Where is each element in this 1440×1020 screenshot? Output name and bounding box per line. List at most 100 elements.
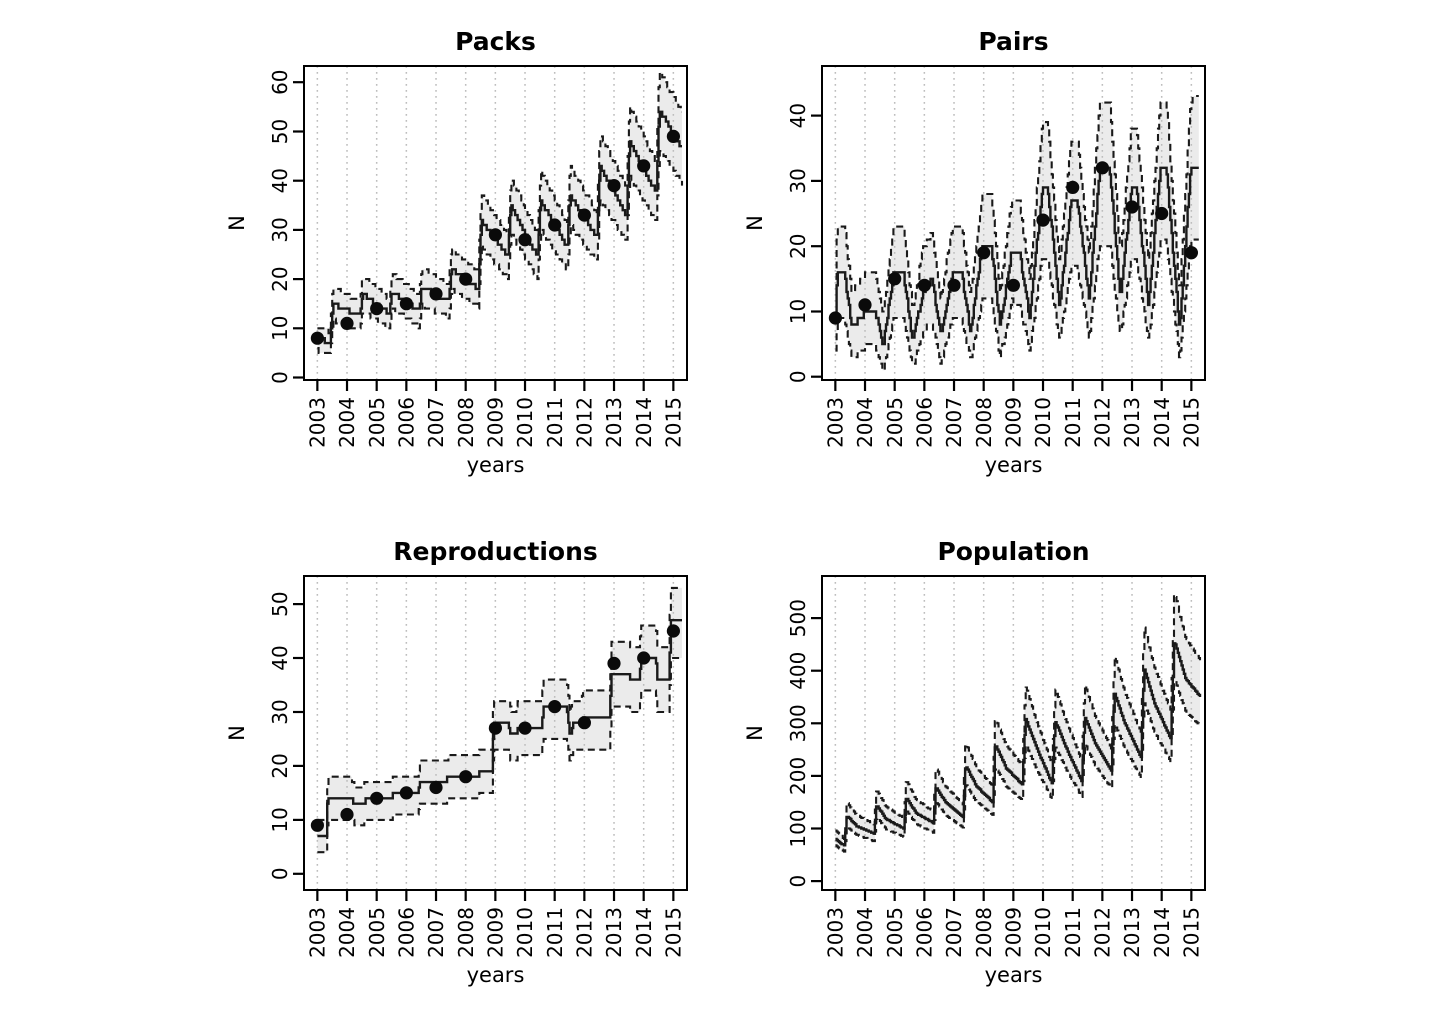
y-tick-label: 0 — [786, 370, 810, 383]
x-tick-label: 2013 — [1120, 397, 1144, 448]
y-tick-label: 20 — [786, 233, 810, 258]
interval-border-lines — [835, 593, 1202, 853]
median-line — [835, 166, 1199, 346]
y-tick-label: 200 — [786, 757, 810, 795]
observed-point — [399, 297, 413, 311]
x-tick-label: 2003 — [824, 397, 848, 448]
observed-point — [1125, 200, 1139, 214]
x-axis: 2003 2004 2005 2006 2007 2008 2009 2010 2011 2012… — [824, 380, 1204, 448]
y-tick-label: 20 — [268, 753, 292, 778]
y-tick-label: 300 — [786, 704, 810, 742]
panel-reproductions: 2003 2004 2005 2006 2007 2008 2009 2010 2011 2012… — [0, 510, 720, 1020]
y-tick-label: 60 — [268, 69, 292, 94]
observed-point — [1006, 278, 1020, 292]
panel-packs: 2003 2004 2005 2006 2007 2008 2009 2010 2011 2012… — [0, 0, 720, 510]
x-tick-label: 2004 — [853, 907, 877, 958]
x-tick-label: 2015 — [1180, 907, 1204, 958]
observed-point — [947, 278, 961, 292]
x-tick-label: 2005 — [365, 907, 389, 958]
x-tick-label: 2005 — [365, 397, 389, 448]
band-lower-line — [835, 238, 1199, 372]
year-gridlines — [834, 576, 1193, 890]
x-tick-label: 2006 — [913, 907, 937, 958]
panel-population: 2003 2004 2005 2006 2007 2008 2009 2010 2011 2012… — [720, 510, 1440, 1020]
x-tick-label: 2014 — [632, 907, 656, 958]
observed-point — [459, 272, 473, 286]
x-axis: 2003 2004 2005 2006 2007 2008 2009 2010 2011 2012… — [306, 890, 686, 958]
x-tick-label: 2009 — [484, 397, 508, 448]
y-tick-label: 10 — [268, 316, 292, 341]
y-tick-label: 40 — [786, 103, 810, 128]
x-tick-label: 2010 — [1031, 397, 1055, 448]
panel-title: Reproductions — [393, 537, 598, 566]
observed-point — [1184, 246, 1198, 260]
band-lower-line — [317, 656, 682, 854]
x-axis-label: years — [985, 453, 1043, 477]
y-axis: 0 10 20 30 40 50 — [268, 591, 304, 880]
y-tick-label: 100 — [786, 809, 810, 847]
observed-point — [518, 233, 532, 247]
observed-point — [548, 700, 562, 714]
observed-point — [310, 331, 324, 345]
x-tick-label: 2015 — [1180, 397, 1204, 448]
panel-title: Population — [937, 537, 1089, 566]
y-tick-label: 0 — [268, 371, 292, 384]
x-tick-label: 2011 — [1061, 397, 1085, 448]
observed-point — [577, 208, 592, 222]
observed-point — [340, 316, 354, 330]
x-tick-label: 2003 — [306, 397, 330, 448]
x-tick-label: 2006 — [395, 907, 419, 958]
y-tick-label: 50 — [268, 119, 292, 144]
x-tick-label: 2004 — [335, 397, 359, 448]
confidence-band — [835, 594, 1200, 852]
x-axis: 2003 2004 2005 2006 2007 2008 2009 2010 2011 2012… — [824, 890, 1204, 958]
y-tick-label: 10 — [786, 299, 810, 324]
x-tick-label: 2011 — [1061, 907, 1085, 958]
x-tick-label: 2007 — [424, 907, 448, 958]
observed-point — [637, 159, 651, 173]
observed-point — [1155, 206, 1169, 221]
observed-point — [340, 807, 354, 822]
x-tick-label: 2006 — [913, 397, 937, 448]
observed-point — [607, 179, 621, 193]
x-tick-label: 2007 — [942, 907, 966, 958]
y-tick-label: 40 — [268, 168, 292, 193]
chart-svg-packs: 2003 2004 2005 2006 2007 2008 2009 2010 2011 2012… — [225, 27, 688, 477]
x-tick-label: 2012 — [1091, 907, 1115, 958]
observed-point — [548, 218, 562, 232]
y-axis: 0 10 20 30 40 50 60 — [268, 69, 304, 384]
x-tick-label: 2012 — [1091, 397, 1115, 448]
x-tick-label: 2012 — [573, 397, 597, 448]
observed-point — [399, 786, 413, 800]
x-axis-label: years — [985, 963, 1043, 987]
x-axis-label: years — [467, 453, 525, 477]
x-tick-label: 2006 — [395, 397, 419, 448]
chart-svg-pairs: 2003 2004 2005 2006 2007 2008 2009 2010 2011 2012… — [743, 27, 1206, 477]
panel-pairs: 2003 2004 2005 2006 2007 2008 2009 2010 2011 2012… — [720, 0, 1440, 510]
interval-border-lines — [317, 586, 682, 854]
observed-point — [370, 302, 384, 316]
y-tick-label: 30 — [786, 168, 810, 193]
observed-point — [637, 651, 651, 665]
x-tick-label: 2003 — [306, 907, 330, 958]
y-axis-label: N — [743, 725, 767, 741]
x-tick-label: 2009 — [1002, 397, 1026, 448]
x-axis-label: years — [467, 963, 525, 987]
y-axis: 0 100 200 300 400 500 — [786, 599, 822, 887]
band-upper-line — [835, 94, 1199, 313]
x-tick-label: 2005 — [883, 907, 907, 958]
observed-point — [1066, 180, 1080, 194]
chart-svg-reproductions: 2003 2004 2005 2006 2007 2008 2009 2010 2011 2012… — [225, 537, 688, 987]
x-tick-label: 2008 — [454, 907, 478, 958]
x-tick-label: 2005 — [883, 397, 907, 448]
y-tick-label: 20 — [268, 266, 292, 291]
y-tick-label: 500 — [786, 599, 810, 637]
x-tick-label: 2012 — [573, 907, 597, 958]
observed-point — [488, 228, 502, 242]
observed-points — [310, 624, 681, 832]
x-tick-label: 2010 — [1031, 907, 1055, 958]
y-axis-label: N — [743, 215, 767, 231]
x-tick-label: 2004 — [853, 397, 877, 448]
observed-point — [977, 246, 991, 260]
